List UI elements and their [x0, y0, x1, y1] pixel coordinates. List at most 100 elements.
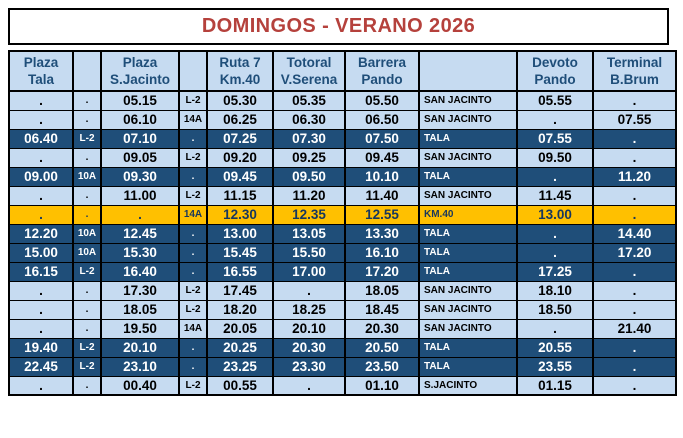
timetable-row: 09.00 10A 09.30. 09.45 09.50 10.10 TALA. 11.20 [9, 166, 676, 186]
cell-devoto-pando: . [516, 242, 593, 262]
column-header-ruta-7-km-40: Ruta 7 Km.40 [206, 50, 273, 92]
cell-route-code-2: L-2 [178, 280, 207, 300]
cell-devoto-pando: 17.25 [516, 261, 593, 281]
cell-route-code-1: L-2 [72, 356, 101, 376]
header-row: Plaza Tala Plaza S.Jacinto Ruta 7 [9, 50, 676, 92]
cell-ruta-7-km-40: 06.25 [206, 109, 273, 129]
cell-ruta-7-km-40: 15.45 [206, 242, 273, 262]
cell-barrera-pando: 23.50 [344, 356, 419, 376]
cell-plaza-tala: . [9, 109, 73, 129]
cell-plaza-tala: 22.45 [9, 356, 73, 376]
timetable-row: .. 11.00 L-2 11.15 11.20 11.40 SAN JACINTO 11.4… [9, 185, 676, 205]
cell-plaza-s-jacinto: 18.05 [100, 299, 179, 319]
header-line: Km.40 [219, 72, 261, 87]
cell-plaza-tala: 12.20 [9, 223, 73, 243]
column-header-totoral-v-serena: Totoral V.Serena [272, 50, 345, 92]
cell-route-code-2: L-2 [178, 90, 207, 110]
cell-destination: KM.40 [418, 204, 517, 224]
cell-devoto-pando: . [516, 223, 593, 243]
cell-plaza-tala: . [9, 185, 73, 205]
cell-plaza-s-jacinto: 19.50 [100, 318, 179, 338]
cell-route-code-2: . [178, 223, 207, 243]
cell-barrera-pando: 16.10 [344, 242, 419, 262]
cell-devoto-pando: 20.55 [516, 337, 593, 357]
cell-destination: SAN JACINTO [418, 90, 517, 110]
cell-devoto-pando: . [516, 318, 593, 338]
cell-route-code-1: . [72, 299, 101, 319]
cell-barrera-pando: 01.10 [344, 375, 419, 395]
cell-plaza-s-jacinto: . [100, 204, 179, 224]
cell-destination: S.JACINTO [418, 375, 517, 395]
timetable-row: 06.40 L-2 07.10. 07.25 07.30 07.50 TALA 07.55. [9, 128, 676, 148]
cell-ruta-7-km-40: 13.00 [206, 223, 273, 243]
cell-ruta-7-km-40: 05.30 [206, 90, 273, 110]
title-banner: DOMINGOS - VERANO 2026 [8, 8, 669, 45]
cell-ruta-7-km-40: 16.55 [206, 261, 273, 281]
cell-barrera-pando: 10.10 [344, 166, 419, 186]
cell-ruta-7-km-40: 12.30 [206, 204, 273, 224]
cell-route-code-2: L-2 [178, 147, 207, 167]
cell-devoto-pando: 18.50 [516, 299, 593, 319]
cell-destination: SAN JACINTO [418, 109, 517, 129]
cell-ruta-7-km-40: 09.20 [206, 147, 273, 167]
timetable-body: .. 05.15 L-2 05.30 05.35 05.50 SAN JACINTO 05.5… [9, 90, 676, 395]
cell-plaza-s-jacinto: 09.05 [100, 147, 179, 167]
header-line: Barrera [357, 55, 407, 70]
cell-route-code-1: 10A [72, 166, 101, 186]
cell-plaza-tala: . [9, 280, 73, 300]
cell-route-code-1: . [72, 90, 101, 110]
header-line: S.Jacinto [109, 72, 171, 87]
cell-totoral-v-serena: 15.50 [272, 242, 345, 262]
cell-plaza-tala: 16.15 [9, 261, 73, 281]
cell-plaza-s-jacinto: 06.10 [100, 109, 179, 129]
timetable-row: .. 17.30 L-2 17.45. 18.05 SAN JACINTO 18.10. [9, 280, 676, 300]
cell-route-code-1: . [72, 280, 101, 300]
cell-route-code-1: . [72, 147, 101, 167]
timetable-row: .. 18.05 L-2 18.20 18.25 18.45 SAN JACINTO 18.5… [9, 299, 676, 319]
cell-route-code-2: 14A [178, 318, 207, 338]
cell-plaza-tala: . [9, 318, 73, 338]
header-line: B.Brum [610, 72, 659, 87]
cell-route-code-2: . [178, 242, 207, 262]
cell-plaza-tala: . [9, 204, 73, 224]
cell-barrera-pando: 07.50 [344, 128, 419, 148]
header-line: Terminal [606, 55, 663, 70]
cell-totoral-v-serena: 13.05 [272, 223, 345, 243]
cell-barrera-pando: 13.30 [344, 223, 419, 243]
cell-plaza-s-jacinto: 11.00 [100, 185, 179, 205]
cell-barrera-pando: 18.05 [344, 280, 419, 300]
cell-totoral-v-serena: 06.30 [272, 109, 345, 129]
header-line: Totoral [286, 55, 332, 70]
cell-route-code-1: L-2 [72, 128, 101, 148]
cell-totoral-v-serena: . [272, 280, 345, 300]
cell-route-code-2: 14A [178, 204, 207, 224]
cell-ruta-7-km-40: 09.45 [206, 166, 273, 186]
cell-route-code-2: L-2 [178, 375, 207, 395]
cell-totoral-v-serena: 20.10 [272, 318, 345, 338]
cell-route-code-2: . [178, 166, 207, 186]
cell-destination: SAN JACINTO [418, 318, 517, 338]
timetable-row: 16.15 L-2 16.40. 16.55 17.00 17.20 TALA 17.25. [9, 261, 676, 281]
cell-route-code-1: . [72, 204, 101, 224]
column-header-terminal-b-brum: Terminal B.Brum [592, 50, 676, 92]
cell-devoto-pando: 18.10 [516, 280, 593, 300]
cell-plaza-tala: 15.00 [9, 242, 73, 262]
cell-plaza-s-jacinto: 00.40 [100, 375, 179, 395]
cell-route-code-1: . [72, 109, 101, 129]
cell-devoto-pando: 13.00 [516, 204, 593, 224]
header-line: V.Serena [280, 72, 338, 87]
page-title: DOMINGOS - VERANO 2026 [201, 15, 476, 37]
cell-route-code-1: L-2 [72, 337, 101, 357]
cell-terminal-b-brum: . [592, 280, 676, 300]
header-line: Pando [534, 72, 576, 87]
cell-totoral-v-serena: 20.30 [272, 337, 345, 357]
cell-totoral-v-serena: 12.35 [272, 204, 345, 224]
cell-plaza-s-jacinto: 07.10 [100, 128, 179, 148]
cell-terminal-b-brum: . [592, 337, 676, 357]
cell-totoral-v-serena: 07.30 [272, 128, 345, 148]
cell-destination: SAN JACINTO [418, 147, 517, 167]
cell-totoral-v-serena: 18.25 [272, 299, 345, 319]
cell-totoral-v-serena: 09.25 [272, 147, 345, 167]
cell-route-code-2: . [178, 261, 207, 281]
